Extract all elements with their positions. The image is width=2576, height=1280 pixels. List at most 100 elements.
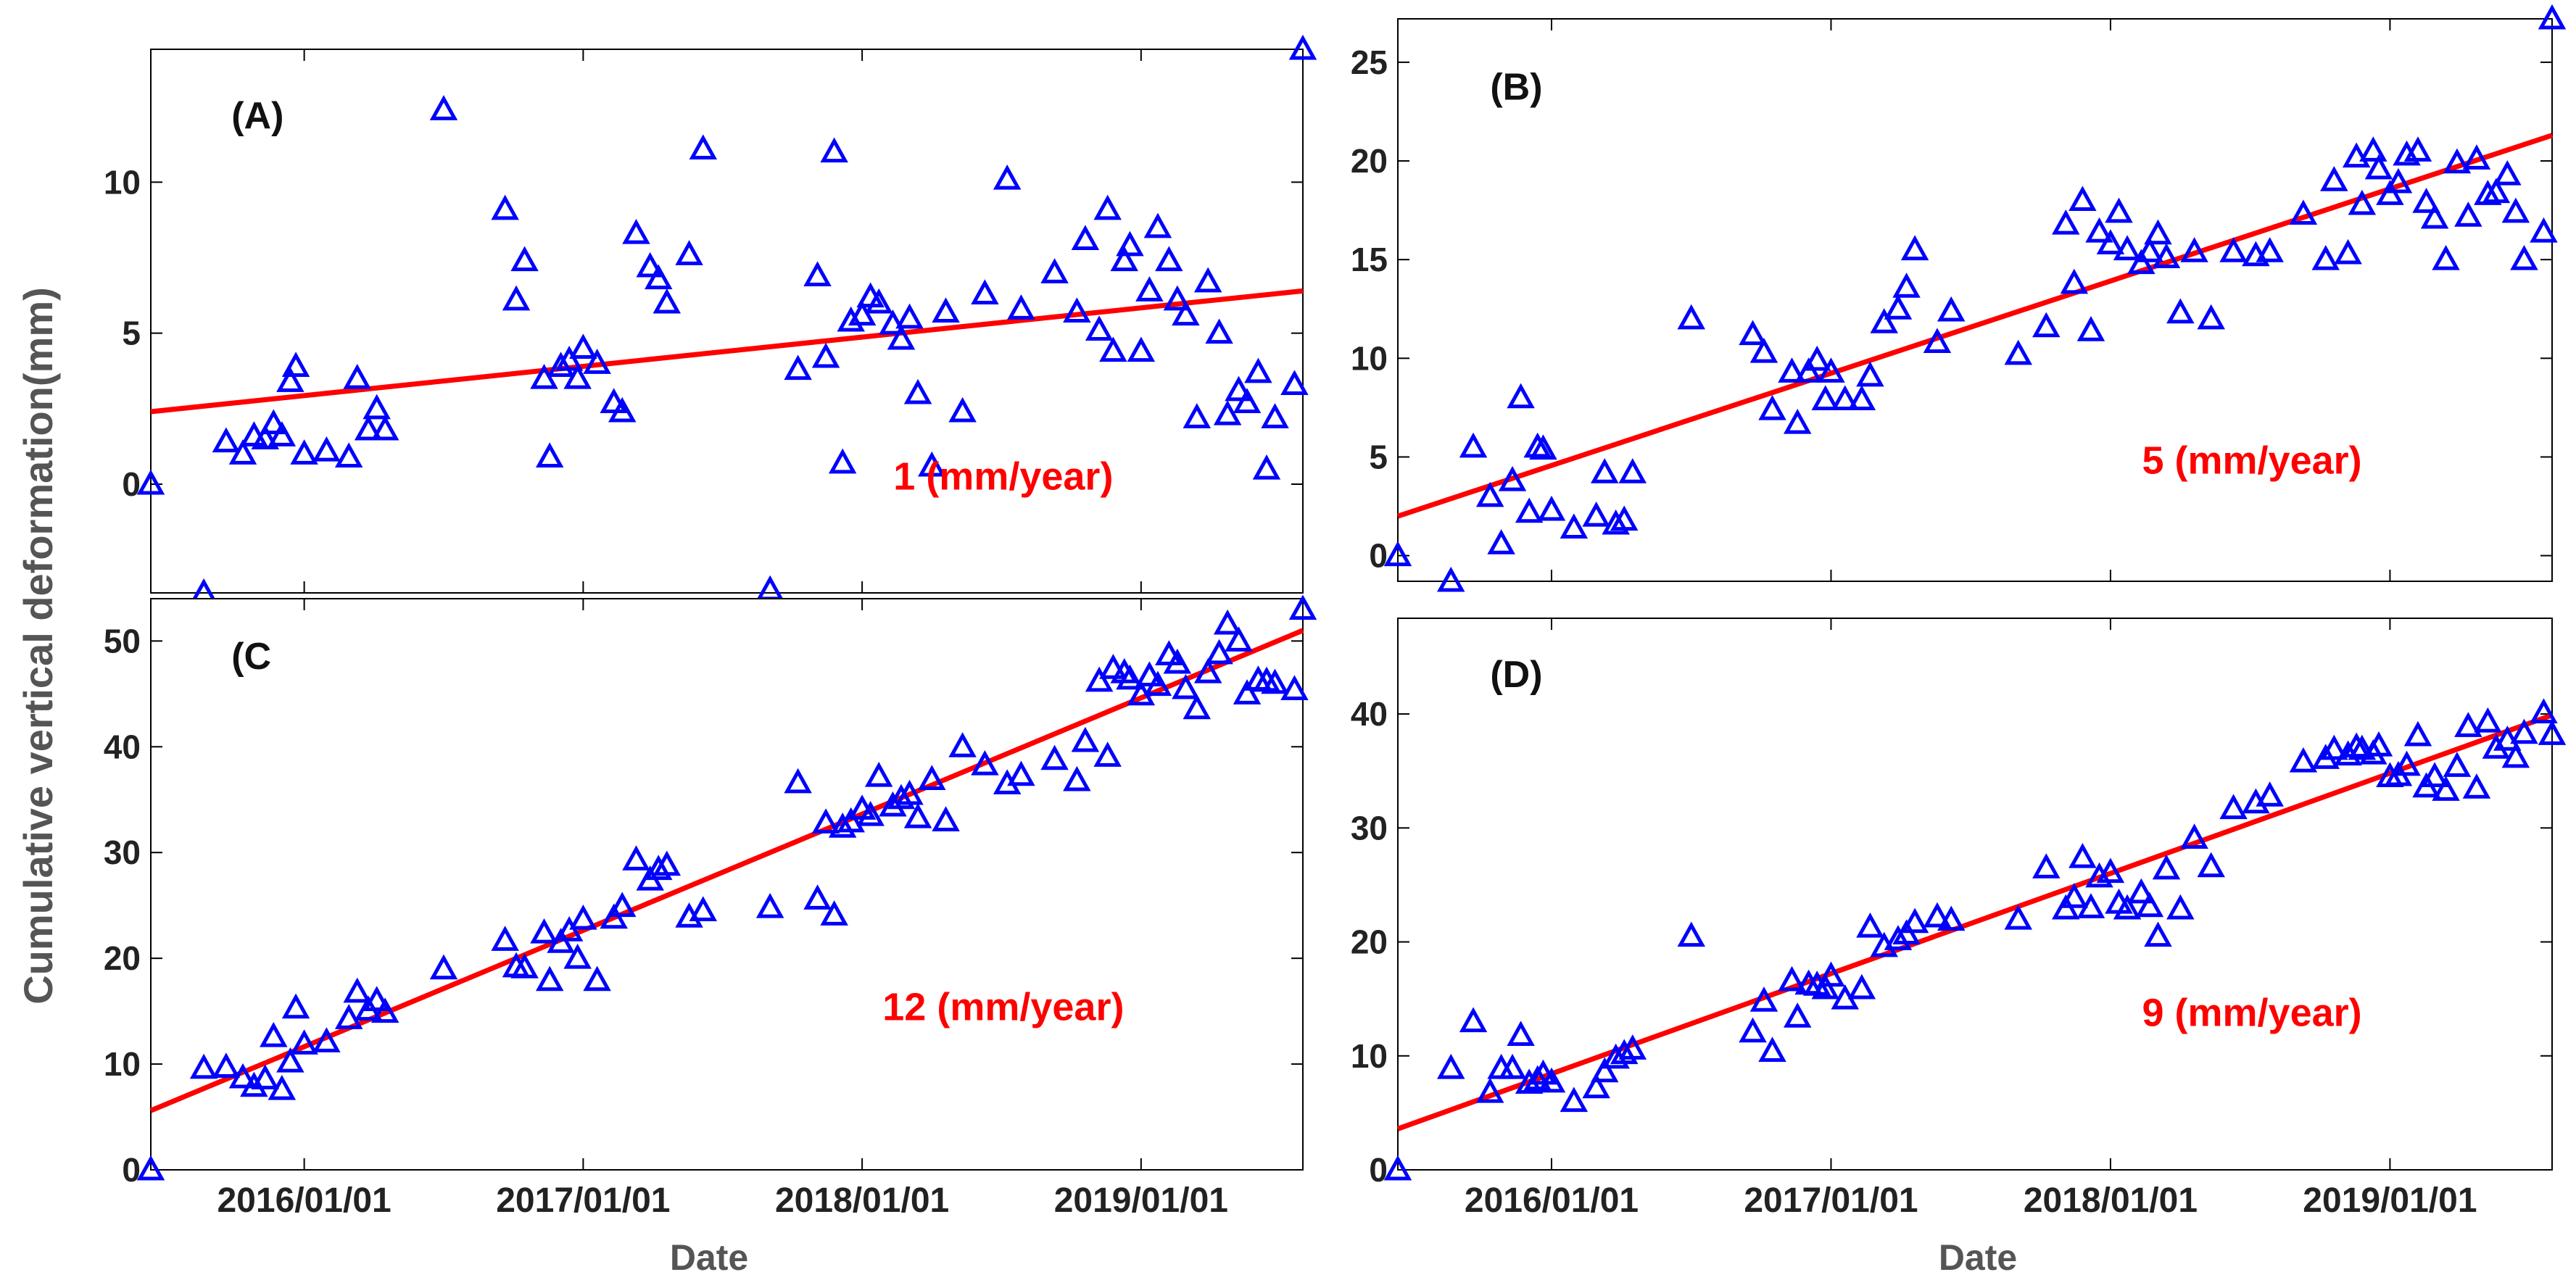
data-point <box>1618 1034 1647 1060</box>
data-point <box>828 813 857 838</box>
data-point <box>1870 308 1898 333</box>
y-tick-label: 10 <box>104 163 141 201</box>
x-tick-label: 2017/01/01 <box>496 1181 670 1220</box>
data-point <box>1172 300 1200 326</box>
data-point <box>2348 734 2377 760</box>
data-point <box>363 394 391 420</box>
data-point <box>1193 267 1222 293</box>
data-point <box>312 1027 341 1052</box>
trend-line <box>150 288 1304 415</box>
y-tick-label: 10 <box>1351 339 1388 377</box>
data-point <box>2462 773 2491 799</box>
data-point <box>828 448 857 474</box>
data-point <box>2334 238 2362 265</box>
data-point <box>653 850 682 876</box>
data-point <box>803 884 832 910</box>
data-point <box>343 977 371 1003</box>
data-point <box>887 784 916 810</box>
data-point <box>510 246 539 272</box>
data-point <box>2060 883 2089 908</box>
data-point <box>1155 246 1183 272</box>
data-point <box>1560 513 1589 539</box>
y-tick-label: 50 <box>104 622 141 660</box>
data-point <box>276 1047 305 1073</box>
data-point <box>1252 454 1281 480</box>
data-point <box>1560 1086 1589 1113</box>
data-point <box>1618 458 1647 483</box>
data-point <box>879 791 907 817</box>
data-point <box>1475 1077 1504 1103</box>
data-point <box>1749 986 1778 1012</box>
data-point <box>1063 297 1091 323</box>
data-point <box>864 288 893 314</box>
x-tick-label: 2018/01/01 <box>775 1181 949 1220</box>
chart-panel-a: 0 5 10 (A) 1 (mm/year) <box>104 35 1317 604</box>
x-tick-label: 2018/01/01 <box>2024 1181 2198 1220</box>
y-tick-label: 30 <box>104 834 141 871</box>
data-point <box>2256 781 2284 807</box>
y-tick-label: 15 <box>1351 241 1388 278</box>
data-point <box>1093 194 1122 220</box>
data-point <box>1143 670 1172 697</box>
data-point <box>1205 639 1233 665</box>
data-point <box>2197 304 2225 330</box>
data-point <box>1884 294 1913 320</box>
data-point <box>1884 925 1913 950</box>
data-point <box>895 779 924 805</box>
data-point <box>2068 843 2097 868</box>
data-point <box>2538 4 2567 30</box>
y-tick-label: 20 <box>1351 923 1388 961</box>
data-point <box>2166 298 2195 324</box>
data-point <box>1537 495 1566 521</box>
data-point <box>2342 142 2371 168</box>
data-point <box>803 261 832 286</box>
data-point <box>2105 197 2133 223</box>
plot-frame <box>150 598 1304 1171</box>
data-point <box>2076 316 2105 341</box>
data-point <box>510 953 539 978</box>
data-point <box>281 993 310 1019</box>
data-point <box>608 396 637 423</box>
data-point <box>1225 375 1253 402</box>
y-tick-label: 0 <box>1369 537 1388 575</box>
data-point <box>1811 973 1840 1000</box>
data-point <box>228 1063 257 1089</box>
data-point <box>864 762 893 787</box>
data-point <box>2454 712 2482 737</box>
data-point <box>1007 294 1035 320</box>
data-point <box>2412 188 2440 213</box>
data-point <box>1582 501 1610 527</box>
data-point <box>1225 626 1253 652</box>
y-tick-label: 5 <box>122 315 141 352</box>
data-point <box>2342 732 2371 758</box>
data-point <box>2403 720 2432 747</box>
y-tick-label: 20 <box>1351 142 1388 180</box>
data-point <box>1602 509 1630 535</box>
data-point <box>1135 276 1164 302</box>
trend-line <box>1396 712 2554 1131</box>
data-point <box>2462 144 2491 170</box>
y-tick-label: 30 <box>1351 809 1388 847</box>
data-point <box>1523 432 1552 458</box>
data-point <box>1831 385 1860 411</box>
data-point <box>569 333 597 359</box>
data-point <box>2135 237 2164 262</box>
data-point <box>1288 35 1317 60</box>
data-point <box>971 279 999 304</box>
data-point <box>1071 726 1100 752</box>
x-tick-label: 2016/01/01 <box>217 1181 391 1220</box>
data-point <box>2127 249 2155 275</box>
data-point <box>2311 245 2340 270</box>
x-axis-title-left: Date <box>670 1237 748 1278</box>
data-point <box>1591 1057 1619 1083</box>
data-point <box>1288 594 1317 620</box>
data-point <box>240 1071 268 1097</box>
data-point <box>1937 296 1966 322</box>
data-point <box>1040 258 1069 283</box>
data-point <box>1213 609 1242 635</box>
x-tick-label: 2017/01/01 <box>1744 1181 1918 1220</box>
data-point <box>784 354 812 381</box>
data-point <box>932 297 960 323</box>
data-point <box>136 469 165 495</box>
data-point <box>675 240 703 265</box>
